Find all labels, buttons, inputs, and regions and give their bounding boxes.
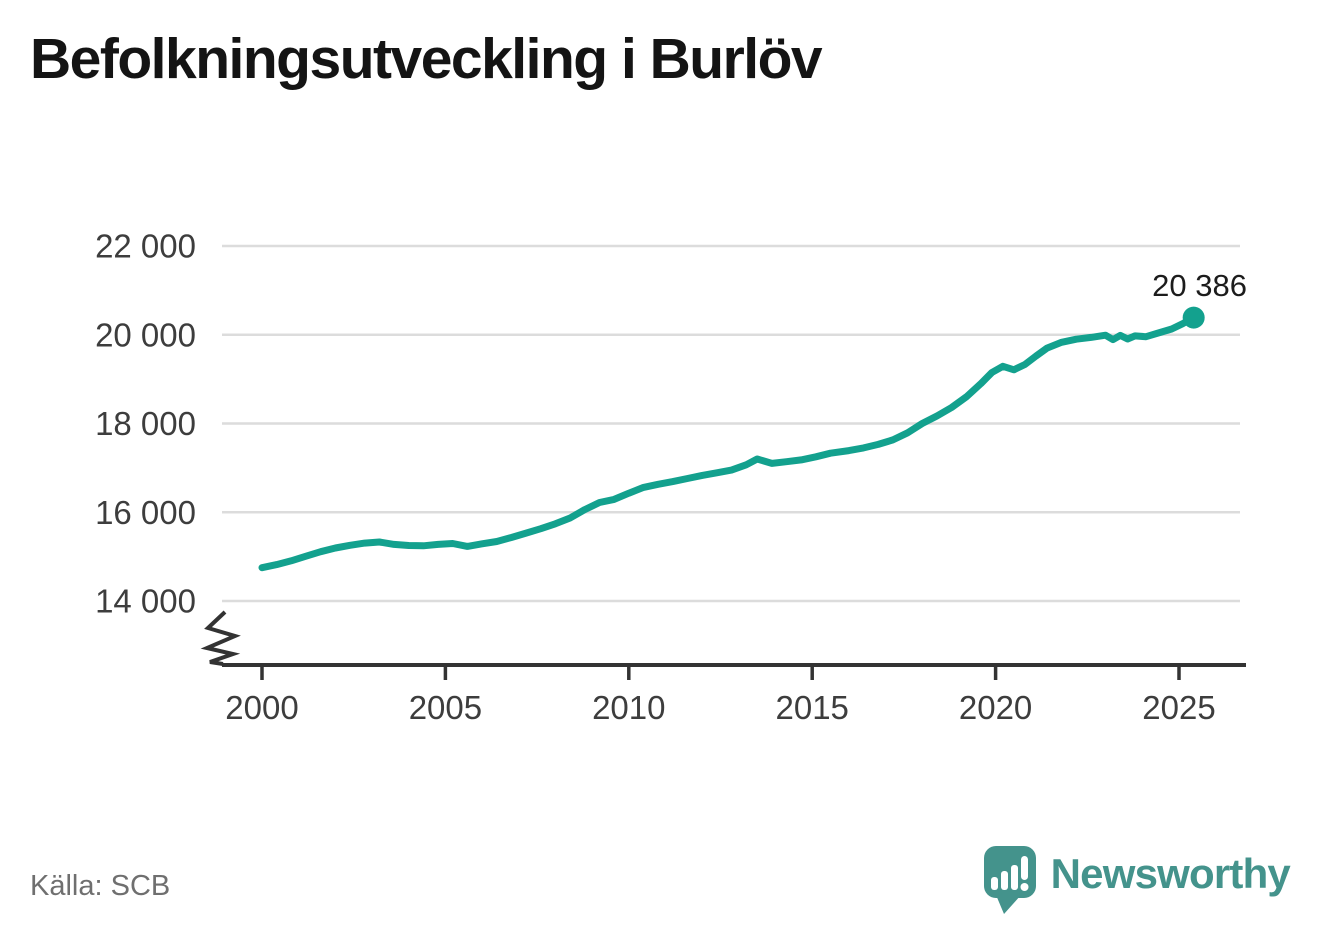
latest-value-label: 20 386 [1152, 268, 1247, 303]
logo-bar-short [990, 877, 998, 890]
x-tick-label: 2010 [592, 689, 665, 726]
logo-exclamation-bar [1020, 856, 1028, 880]
y-tick-label: 14 000 [95, 583, 196, 620]
logo-bar-tall [1010, 865, 1018, 890]
population-series-line [258, 314, 1198, 572]
source-note: Källa: SCB [30, 870, 171, 902]
latest-value-dot [1182, 306, 1205, 329]
y-tick-label: 22 000 [95, 228, 196, 265]
x-tick-label: 2025 [1142, 689, 1215, 726]
y-tick-label: 20 000 [95, 316, 196, 353]
newsworthy-logo: Newsworthy [983, 845, 1291, 915]
axis-break-icon [200, 610, 241, 666]
logo-exclamation-dot [1020, 883, 1029, 891]
x-tick-label: 2020 [959, 689, 1032, 726]
x-tick-label: 2015 [775, 689, 848, 726]
chart-title: Befolkningsutveckling i Burlöv [30, 27, 823, 91]
logo-bar-medium [1000, 871, 1008, 890]
x-tick-label: 2005 [409, 689, 482, 726]
newsworthy-bubble-chart-icon [983, 846, 1036, 914]
y-tick-label: 16 000 [95, 494, 196, 531]
x-tick-label: 2000 [225, 689, 298, 726]
y-tick-label: 18 000 [95, 405, 196, 442]
newsworthy-wordmark: Newsworthy [1050, 850, 1291, 897]
